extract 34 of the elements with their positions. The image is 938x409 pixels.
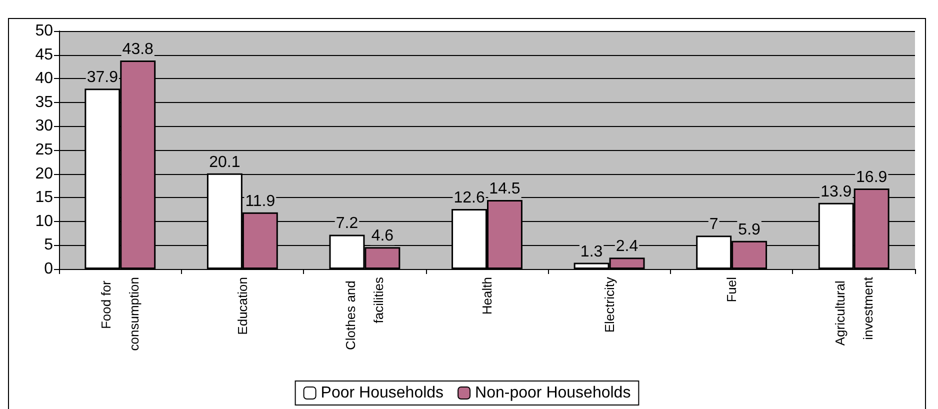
x-tick-label: Education <box>234 277 250 335</box>
data-label: 14.5 <box>489 180 520 198</box>
x-tick-label: Health <box>480 277 494 315</box>
y-tick-label: 15 <box>35 189 54 206</box>
y-tick-label: 30 <box>35 118 54 135</box>
legend-label: Non-poor Households <box>475 384 631 402</box>
data-label: 11.9 <box>245 192 276 210</box>
y-tick-label: 45 <box>35 46 54 64</box>
y-tick-label: 40 <box>35 70 54 88</box>
data-label: 7 <box>709 216 718 234</box>
data-label: 43.8 <box>122 41 154 58</box>
data-label: 16.9 <box>856 169 888 186</box>
data-label: 37.9 <box>86 69 118 86</box>
data-label: 1.3 <box>580 243 603 260</box>
y-tick-label: 35 <box>35 94 54 111</box>
y-tick-label: 50 <box>35 22 54 40</box>
x-tick-label: Food for consumption <box>98 277 142 351</box>
data-label: 5.9 <box>738 221 761 238</box>
data-label: 2.4 <box>616 238 638 256</box>
y-tick-label: 10 <box>35 212 54 230</box>
data-label: 12.6 <box>454 190 485 207</box>
data-label: 13.9 <box>820 183 852 200</box>
x-tick-label: Agricultural investment <box>832 276 876 346</box>
x-tick-label: Electricity <box>602 276 617 333</box>
y-tick-label: 0 <box>44 260 54 278</box>
x-tick-label: Clothes and facilities <box>343 276 386 350</box>
data-label: 4.6 <box>371 228 394 245</box>
legend-label: Poor Households <box>320 384 444 402</box>
y-tick-label: 5 <box>44 236 54 254</box>
x-tick-label: Fuel <box>724 276 740 302</box>
data-label: 7.2 <box>336 215 358 232</box>
data-label: 20.1 <box>209 154 240 171</box>
y-tick-label: 20 <box>35 165 54 182</box>
y-tick-label: 25 <box>35 142 54 158</box>
